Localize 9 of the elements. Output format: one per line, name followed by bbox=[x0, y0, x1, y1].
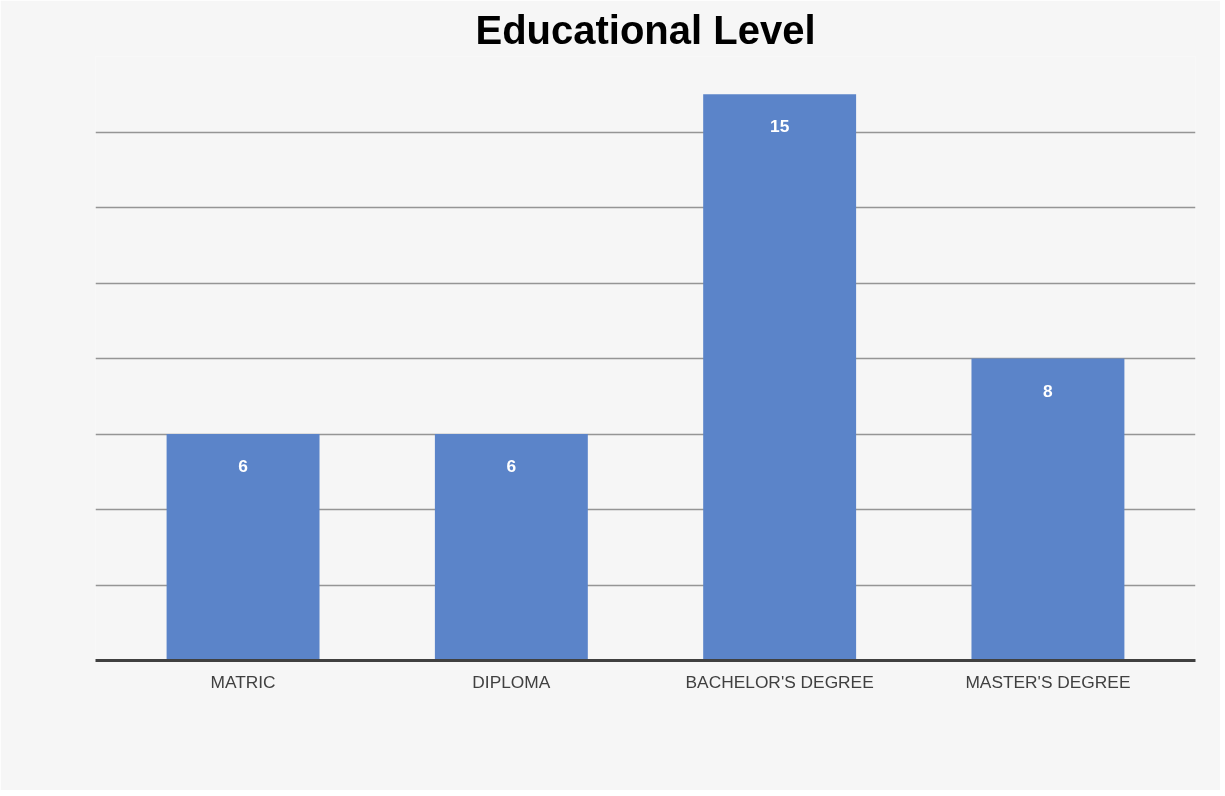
data-label: 6 bbox=[238, 456, 249, 476]
x-tick-label: MATRIC bbox=[210, 671, 276, 692]
data-label: 8 bbox=[1043, 380, 1054, 401]
data-label: 6 bbox=[506, 456, 517, 476]
x-tick-label: BACHELOR'S DEGREE bbox=[685, 671, 874, 692]
data-label: 15 bbox=[770, 116, 790, 137]
x-tick-label: MASTER'S DEGREE bbox=[965, 671, 1131, 692]
chart-title: Educational Level bbox=[475, 7, 816, 52]
x-tick-label: DIPLOMA bbox=[472, 671, 551, 692]
